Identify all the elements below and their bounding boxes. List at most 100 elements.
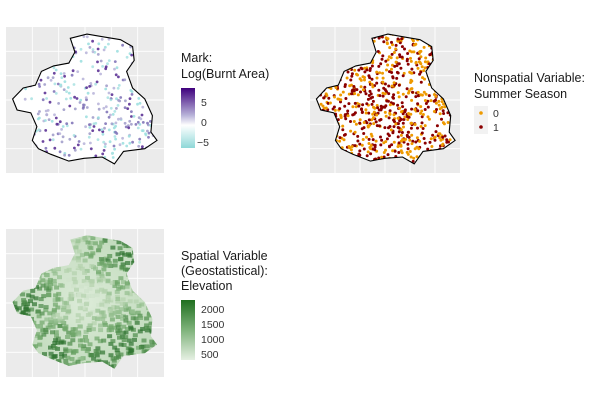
- elevation-cell: [54, 312, 60, 317]
- season-point: [386, 153, 390, 157]
- elevation-cell: [140, 327, 146, 331]
- season-point: [394, 122, 398, 126]
- elevation-cell: [68, 293, 74, 298]
- season-point: [418, 139, 422, 143]
- season-point: [386, 63, 390, 67]
- season-point: [343, 104, 347, 108]
- mark-point: [113, 135, 117, 138]
- season-point: [403, 109, 407, 113]
- season-point: [410, 98, 414, 102]
- season-point: [396, 145, 400, 149]
- mark-point: [113, 60, 117, 63]
- mark-point: [118, 143, 122, 147]
- mark-point: [125, 55, 129, 59]
- season-point: [411, 90, 414, 94]
- season-point: [400, 45, 404, 49]
- elevation-cell: [59, 319, 65, 324]
- season-point: [399, 143, 403, 147]
- elevation-cell: [127, 299, 133, 304]
- season-point: [416, 109, 420, 113]
- season-point: [353, 144, 357, 148]
- elevation-cell: [136, 304, 142, 308]
- mark-point: [121, 43, 124, 47]
- elevation-cell: [53, 338, 59, 343]
- legend-summer-dot-0: [479, 111, 483, 115]
- mark-point: [63, 74, 66, 78]
- mark-point: [76, 70, 80, 73]
- season-point: [381, 54, 385, 58]
- elevation-cell: [93, 349, 99, 353]
- season-point: [402, 125, 405, 129]
- mark-point: [102, 48, 106, 52]
- mark-point: [45, 113, 49, 117]
- elevation-cell: [20, 292, 26, 297]
- season-point: [421, 113, 425, 116]
- season-point: [422, 69, 426, 73]
- elevation-cell: [110, 356, 116, 361]
- elevation-cell: [29, 294, 35, 299]
- season-point: [377, 64, 381, 68]
- mark-point: [103, 126, 106, 130]
- season-point: [380, 57, 384, 61]
- season-point: [385, 41, 389, 45]
- mark-point: [104, 142, 107, 146]
- mark-point: [99, 72, 102, 76]
- elevation-cell: [22, 313, 28, 317]
- mark-point: [73, 95, 76, 99]
- elevation-cell: [37, 342, 43, 347]
- season-point: [356, 93, 360, 97]
- elevation-cell: [84, 289, 89, 293]
- season-point: [384, 59, 388, 63]
- season-point: [370, 82, 374, 86]
- mark-point: [102, 106, 106, 110]
- elevation-cell: [63, 327, 69, 332]
- mark-point: [60, 140, 64, 144]
- elevation-cell: [104, 300, 110, 305]
- season-point: [419, 80, 423, 84]
- elevation-cell: [108, 353, 114, 358]
- elevation-cell: [124, 281, 130, 286]
- elevation-cell: [50, 330, 55, 335]
- season-point: [401, 105, 405, 109]
- season-point: [400, 37, 404, 41]
- elevation-cell: [79, 338, 85, 343]
- elevation-cell: [22, 301, 28, 306]
- elevation-cell: [108, 341, 114, 346]
- season-point: [375, 76, 379, 80]
- elevation-cell: [34, 284, 39, 289]
- mark-point: [138, 101, 142, 105]
- elevation-cell: [115, 315, 121, 319]
- elevation-cell: [96, 276, 102, 281]
- elevation-cell: [129, 309, 135, 314]
- legend-mark-colorbar: [181, 88, 195, 148]
- season-point: [353, 130, 357, 134]
- mark-point: [87, 42, 90, 46]
- mark-point: [114, 121, 118, 125]
- mark-point: [140, 113, 144, 117]
- legend-mark-break-0: 0: [201, 117, 207, 129]
- mark-point: [103, 45, 107, 49]
- mark-point: [23, 97, 27, 101]
- season-point: [414, 60, 418, 64]
- season-point: [386, 58, 390, 62]
- season-point: [423, 141, 427, 145]
- season-point: [343, 83, 347, 87]
- elevation-cell: [28, 299, 33, 304]
- season-point: [372, 110, 376, 114]
- elevation-cell: [91, 356, 97, 361]
- legend-mark-break-neg5: −5: [197, 137, 209, 149]
- elevation-cell: [69, 331, 75, 336]
- season-point: [348, 84, 352, 88]
- season-point: [384, 148, 387, 152]
- season-point: [347, 102, 351, 106]
- mark-point: [52, 90, 56, 93]
- season-point: [379, 108, 383, 112]
- elevation-cell: [123, 318, 129, 323]
- season-point: [369, 96, 373, 100]
- legend-mark: Mark: Log(Burnt Area) 5 0 −5: [181, 51, 269, 149]
- season-point: [358, 118, 362, 122]
- elevation-cell: [108, 298, 114, 303]
- mark-point: [97, 116, 100, 120]
- mark-point: [68, 137, 72, 141]
- season-point: [407, 135, 411, 139]
